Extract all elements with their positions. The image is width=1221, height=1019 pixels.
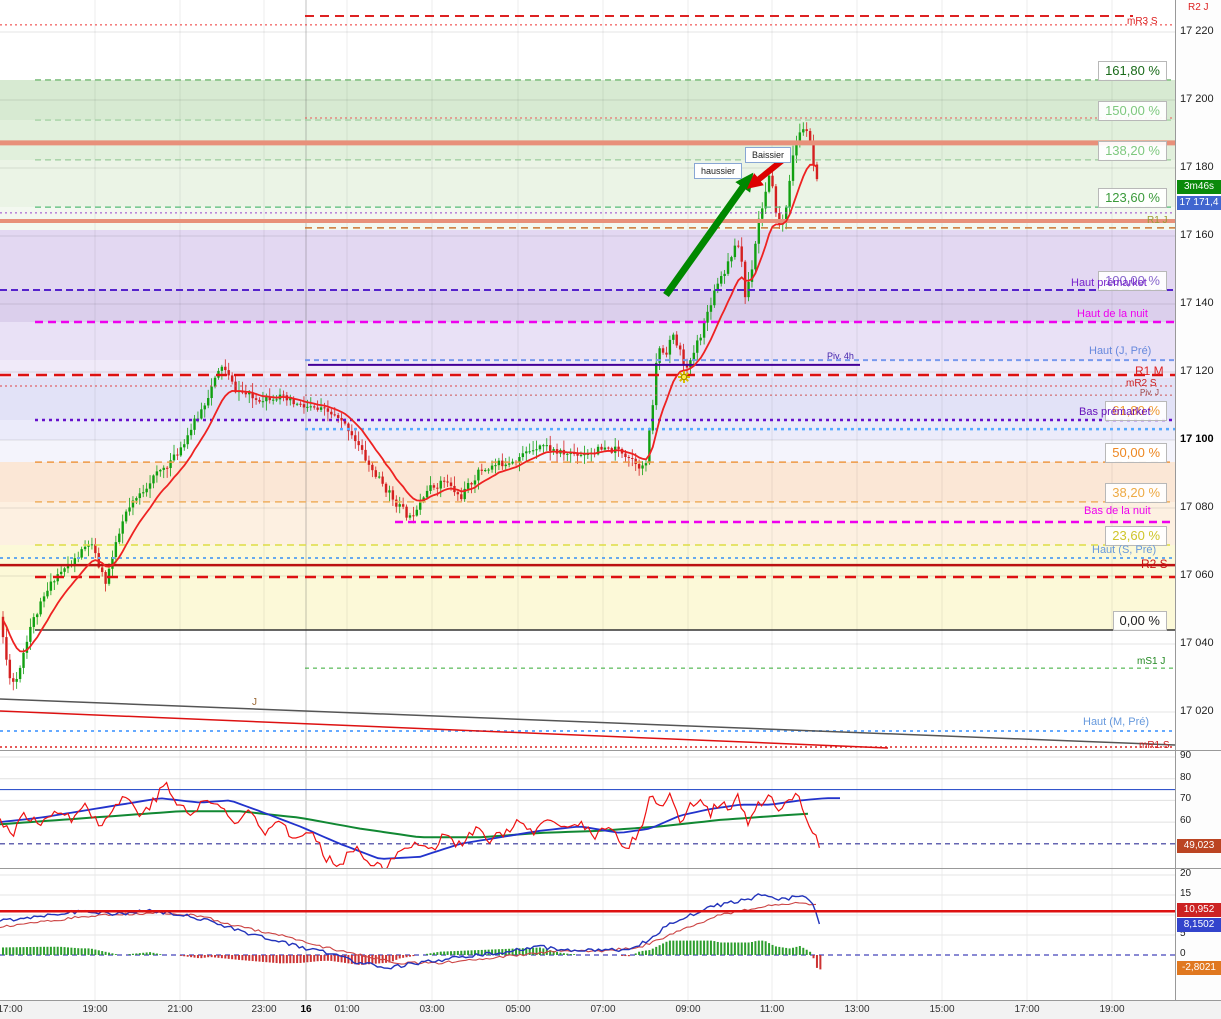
time-label: 11:00 [759, 1004, 785, 1015]
fib-band [0, 462, 1175, 502]
time-label: 17:00 [0, 1004, 23, 1015]
panel-separator [0, 750, 1221, 751]
sun-marker [678, 371, 690, 383]
candles [1, 122, 819, 691]
fib-band [0, 120, 1175, 160]
time-label: 03:00 [419, 1004, 445, 1015]
price-tick-label: 17 080 [1180, 501, 1214, 513]
price-tick-label: 17 160 [1180, 229, 1214, 241]
macd-canvas[interactable] [0, 868, 1175, 1000]
macd-tick-label: 0 [1180, 948, 1186, 959]
panel-separator [0, 868, 1221, 869]
rsi-tick-label: 60 [1180, 815, 1192, 827]
candle-countdown-badge: 3m46s [1177, 180, 1221, 194]
fib-band [0, 322, 1175, 361]
fib-band [0, 360, 1175, 379]
price-tick-label: 17 180 [1180, 161, 1214, 173]
price-tick-label: 17 020 [1180, 705, 1214, 717]
price-tick-label: 17 220 [1180, 25, 1214, 37]
price-chart-canvas[interactable] [0, 0, 1175, 750]
price-tick-label: 17 120 [1180, 365, 1214, 377]
fib-band [0, 501, 1175, 546]
rsi-tick-label: 90 [1180, 750, 1192, 761]
last-price-badge: 17 171,4 [1177, 196, 1221, 210]
time-label: 17:00 [1014, 1004, 1040, 1015]
fib-band [0, 290, 1175, 322]
rsi-indicator-panel[interactable] [0, 750, 1175, 868]
price-tick-label: 17 200 [1180, 93, 1214, 105]
time-label: 19:00 [1099, 1004, 1125, 1015]
time-label: 15:00 [929, 1004, 955, 1015]
macd-indicator-panel[interactable] [0, 868, 1175, 1000]
bearish-annotation-label[interactable]: Baissier [745, 147, 792, 163]
rsi-value-badge: 49,023 [1177, 839, 1221, 853]
time-label: 21:00 [167, 1004, 193, 1015]
macd-tick-label: 20 [1180, 868, 1192, 879]
macd-level-badge: 10,952 [1177, 903, 1221, 917]
time-label: 07:00 [590, 1004, 616, 1015]
macd-tick-label: 15 [1180, 888, 1192, 899]
fib-band [0, 378, 1175, 420]
price-tick-label: 17 060 [1180, 569, 1214, 581]
price-tick-label: 17 040 [1180, 637, 1214, 649]
time-label: 16 [300, 1004, 312, 1015]
fib-band [0, 159, 1175, 208]
time-label: 13:00 [844, 1004, 870, 1015]
price-tick-label: 17 100 [1180, 433, 1214, 445]
fib-band [0, 229, 1175, 291]
fib-band [0, 79, 1175, 121]
time-label: 23:00 [251, 1004, 277, 1015]
time-label: 01:00 [334, 1004, 360, 1015]
macd-tick-label: 5 [1180, 928, 1186, 939]
time-label: 05:00 [505, 1004, 531, 1015]
price-chart-panel[interactable]: 161,80 % 150,00 % 138,20 % 123,60 % 100,00 %… [0, 0, 1175, 750]
price-tick-label: 17 140 [1180, 297, 1214, 309]
rsi-canvas[interactable] [0, 750, 1175, 868]
fib-band [0, 545, 1175, 631]
bullish-annotation-label[interactable]: haussier [694, 163, 743, 179]
price-axis[interactable]: 3m46s 17 171,4 49,023 10,952 8,1502 -2,8… [1175, 0, 1221, 1000]
time-label: 09:00 [675, 1004, 701, 1015]
rsi-tick-label: 80 [1180, 771, 1192, 783]
macd-signal-badge: 8,1502 [1177, 918, 1221, 932]
time-axis[interactable]: 17:00 19:00 21:00 23:00 16 01:00 03:00 05:00 07:… [0, 1000, 1221, 1019]
time-label: 19:00 [82, 1004, 108, 1015]
rsi-tick-label: 70 [1180, 793, 1192, 805]
macd-histogram-badge: -2,8021 [1177, 961, 1221, 975]
